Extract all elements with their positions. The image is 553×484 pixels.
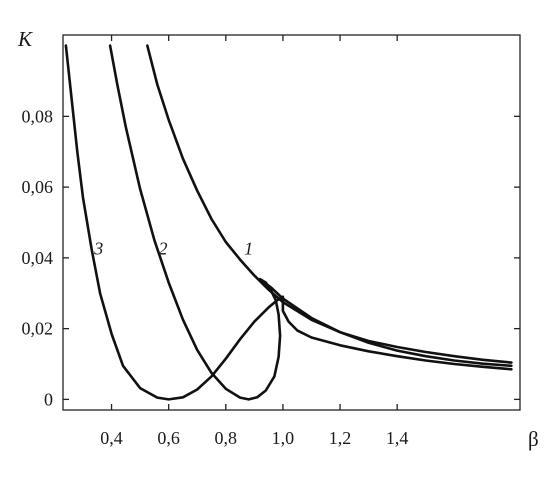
series-line-2 (108, 44, 513, 401)
y-axis-title: K (17, 27, 33, 51)
series-line-1 (146, 44, 513, 364)
y-tick-label: 0,06 (22, 177, 54, 197)
y-tick-label: 0,08 (22, 106, 54, 126)
x-tick-label: 1,4 (386, 428, 409, 448)
y-tick-label: 0 (44, 389, 53, 409)
tick-labels: 0,4 0,6 0,8 1,0 1,2 1,4 0 0,02 0,04 0,06 0,08 (22, 106, 409, 448)
x-tick-label: 1,0 (272, 428, 295, 448)
series-line-3 (64, 44, 513, 401)
x-tick-label: 0,6 (157, 428, 180, 448)
series-label-3: 3 (93, 238, 103, 258)
x-tick-label: 0,8 (215, 428, 238, 448)
x-tick-label: 0,4 (100, 428, 123, 448)
x-tick-label: 1,2 (329, 428, 352, 448)
y-tick-label: 0,02 (22, 319, 54, 339)
series-label-2: 2 (158, 238, 167, 258)
x-axis-title: β (528, 427, 539, 451)
series-label-1: 1 (244, 238, 253, 258)
curve-labels: 1 2 3 (93, 238, 253, 258)
plot-frame (62, 34, 521, 411)
axis-ticks (63, 35, 520, 410)
curves (64, 44, 513, 401)
y-tick-label: 0,04 (22, 248, 54, 268)
